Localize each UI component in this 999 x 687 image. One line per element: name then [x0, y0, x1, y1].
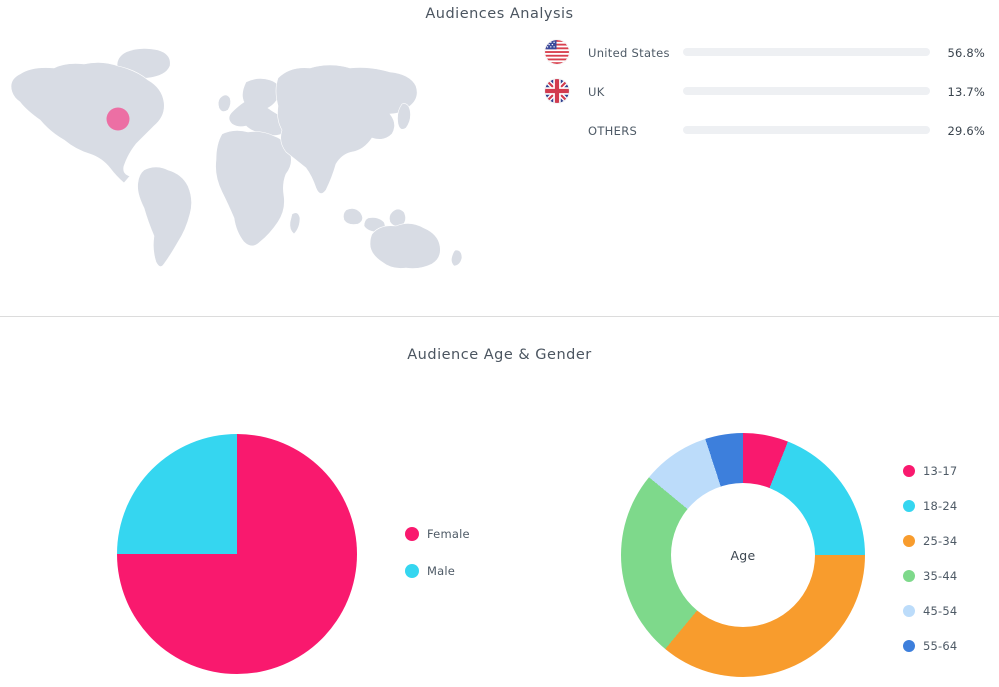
map-island [343, 208, 363, 225]
gender-pie-chart [117, 434, 357, 674]
age-13-17-color-dot [903, 465, 915, 477]
country-row-others: OTHERS 29.6% [545, 118, 985, 142]
legend-label: Male [427, 564, 456, 578]
country-label: United States [588, 46, 670, 60]
age-25-34-color-dot [903, 535, 915, 547]
gender-legend: Female Male [405, 527, 470, 601]
country-row-uk: UK 13.7% [545, 79, 985, 103]
legend-label: 25-34 [923, 534, 958, 548]
country-label: OTHERS [588, 124, 638, 138]
map-africa [215, 130, 292, 247]
country-list: United States 56.8% UK [545, 40, 985, 157]
map-japan [397, 103, 411, 130]
legend-label: 35-44 [923, 569, 958, 583]
legend-item-18-24: 18-24 [903, 499, 957, 513]
map-new-zealand [451, 249, 463, 267]
country-value: 13.7% [947, 85, 985, 99]
age-gender-title: Audience Age & Gender [407, 347, 592, 363]
age-55-64-color-dot [903, 640, 915, 652]
legend-item-25-34: 25-34 [903, 534, 957, 548]
uk-flag-icon [545, 79, 569, 103]
legend-item-55-64: 55-64 [903, 639, 957, 653]
legend-label: 55-64 [923, 639, 958, 653]
map-south-america [137, 166, 192, 267]
legend-label: 45-54 [923, 604, 958, 618]
country-label: UK [588, 85, 605, 99]
country-bar-track [683, 48, 930, 56]
legend-item-13-17: 13-17 [903, 464, 957, 478]
age-donut-chart: Age [621, 433, 865, 677]
map-north-america [10, 62, 165, 184]
country-row-united-states: United States 56.8% [545, 40, 985, 64]
map-uk [217, 94, 231, 112]
map-australia [369, 223, 441, 269]
page-title: Audiences Analysis [425, 6, 574, 22]
male-color-dot [405, 564, 419, 578]
age-legend: 13-17 18-24 25-34 35-44 45-54 55-64 [903, 464, 957, 674]
country-value: 56.8% [947, 46, 985, 60]
donut-center-label: Age [671, 483, 815, 627]
legend-item-45-54: 45-54 [903, 604, 957, 618]
legend-label: 18-24 [923, 499, 958, 513]
section-divider [0, 316, 999, 317]
map-asia [275, 64, 418, 194]
female-color-dot [405, 527, 419, 541]
map-marker-us [106, 107, 130, 131]
us-flag-icon [545, 40, 569, 64]
country-bar-track [683, 87, 930, 95]
legend-item-male: Male [405, 564, 470, 578]
legend-label: 13-17 [923, 464, 958, 478]
country-value: 29.6% [947, 124, 985, 138]
map-madagascar [289, 212, 301, 235]
legend-label: Female [427, 527, 470, 541]
legend-item-35-44: 35-44 [903, 569, 957, 583]
country-bar-track [683, 126, 930, 134]
legend-item-female: Female [405, 527, 470, 541]
age-18-24-color-dot [903, 500, 915, 512]
world-map [10, 48, 463, 269]
age-45-54-color-dot [903, 605, 915, 617]
age-35-44-color-dot [903, 570, 915, 582]
